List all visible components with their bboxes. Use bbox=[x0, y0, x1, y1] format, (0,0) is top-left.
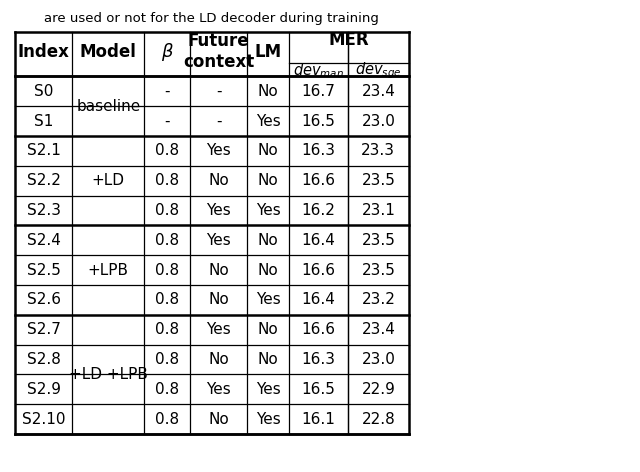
Text: No: No bbox=[258, 173, 278, 188]
Text: 16.2: 16.2 bbox=[301, 203, 335, 218]
Text: 23.5: 23.5 bbox=[362, 233, 396, 248]
Text: No: No bbox=[209, 173, 229, 188]
Text: 16.6: 16.6 bbox=[301, 262, 335, 278]
Text: 16.4: 16.4 bbox=[301, 293, 335, 307]
Text: Yes: Yes bbox=[256, 114, 280, 129]
Text: 22.8: 22.8 bbox=[362, 412, 395, 427]
Text: S2.3: S2.3 bbox=[27, 203, 61, 218]
Text: -: - bbox=[164, 114, 170, 129]
Text: 23.4: 23.4 bbox=[362, 84, 396, 99]
Text: No: No bbox=[258, 262, 278, 278]
Text: Yes: Yes bbox=[206, 143, 231, 159]
Text: S2.10: S2.10 bbox=[22, 412, 65, 427]
Text: Yes: Yes bbox=[206, 322, 231, 337]
Text: 16.6: 16.6 bbox=[301, 322, 335, 337]
Text: $\beta$: $\beta$ bbox=[161, 41, 174, 63]
Text: S2.2: S2.2 bbox=[27, 173, 61, 188]
Text: 23.4: 23.4 bbox=[362, 322, 396, 337]
Text: $dev_\mathregular{sge}$: $dev_\mathregular{sge}$ bbox=[355, 60, 402, 81]
Text: 0.8: 0.8 bbox=[156, 322, 179, 337]
Text: S2.7: S2.7 bbox=[27, 322, 61, 337]
Text: -: - bbox=[216, 114, 221, 129]
Text: are used or not for the LD decoder during training: are used or not for the LD decoder durin… bbox=[44, 12, 380, 25]
Text: -: - bbox=[216, 84, 221, 99]
Text: S2.6: S2.6 bbox=[27, 293, 61, 307]
Text: 16.3: 16.3 bbox=[301, 352, 335, 367]
Text: 23.5: 23.5 bbox=[362, 173, 396, 188]
Text: 0.8: 0.8 bbox=[156, 233, 179, 248]
Text: Yes: Yes bbox=[256, 203, 280, 218]
Text: 16.4: 16.4 bbox=[301, 233, 335, 248]
Text: Yes: Yes bbox=[206, 382, 231, 397]
Text: S2.5: S2.5 bbox=[27, 262, 61, 278]
Text: 16.5: 16.5 bbox=[301, 382, 335, 397]
Text: S1: S1 bbox=[34, 114, 53, 129]
Text: Index: Index bbox=[18, 42, 70, 60]
Text: +LPB: +LPB bbox=[88, 262, 129, 278]
Text: MER: MER bbox=[329, 31, 369, 50]
Text: No: No bbox=[209, 293, 229, 307]
Text: No: No bbox=[209, 412, 229, 427]
Text: 0.8: 0.8 bbox=[156, 412, 179, 427]
Text: Model: Model bbox=[80, 42, 137, 60]
Text: 23.1: 23.1 bbox=[362, 203, 396, 218]
Text: 0.8: 0.8 bbox=[156, 382, 179, 397]
Text: 16.6: 16.6 bbox=[301, 173, 335, 188]
Text: 23.3: 23.3 bbox=[362, 143, 396, 159]
Text: 0.8: 0.8 bbox=[156, 352, 179, 367]
Text: No: No bbox=[258, 84, 278, 99]
Text: 0.8: 0.8 bbox=[156, 173, 179, 188]
Text: LM: LM bbox=[255, 42, 282, 60]
Text: S2.4: S2.4 bbox=[27, 233, 61, 248]
Text: 0.8: 0.8 bbox=[156, 262, 179, 278]
Text: baseline: baseline bbox=[76, 99, 140, 114]
Text: 23.0: 23.0 bbox=[362, 114, 396, 129]
Text: No: No bbox=[209, 352, 229, 367]
Text: +LD +LPB: +LD +LPB bbox=[69, 367, 148, 382]
Text: S2.9: S2.9 bbox=[27, 382, 61, 397]
Text: No: No bbox=[258, 143, 278, 159]
Text: 16.5: 16.5 bbox=[301, 114, 335, 129]
Text: -: - bbox=[164, 84, 170, 99]
Text: 23.0: 23.0 bbox=[362, 352, 396, 367]
Text: $dev_\mathregular{man}$: $dev_\mathregular{man}$ bbox=[293, 61, 344, 80]
Text: S0: S0 bbox=[34, 84, 53, 99]
Text: 16.1: 16.1 bbox=[301, 412, 335, 427]
Text: 16.3: 16.3 bbox=[301, 143, 335, 159]
Text: 16.7: 16.7 bbox=[301, 84, 335, 99]
Text: Future
context: Future context bbox=[183, 32, 254, 71]
Text: S2.1: S2.1 bbox=[27, 143, 61, 159]
Text: No: No bbox=[258, 352, 278, 367]
Text: No: No bbox=[258, 233, 278, 248]
Text: No: No bbox=[209, 262, 229, 278]
Text: 22.9: 22.9 bbox=[362, 382, 396, 397]
Text: Yes: Yes bbox=[256, 382, 280, 397]
Text: S2.8: S2.8 bbox=[27, 352, 61, 367]
Text: 0.8: 0.8 bbox=[156, 203, 179, 218]
Text: 0.8: 0.8 bbox=[156, 293, 179, 307]
Text: No: No bbox=[258, 322, 278, 337]
Text: Yes: Yes bbox=[206, 203, 231, 218]
Text: Yes: Yes bbox=[256, 412, 280, 427]
Text: Yes: Yes bbox=[256, 293, 280, 307]
Text: Yes: Yes bbox=[206, 233, 231, 248]
Text: +LD: +LD bbox=[92, 173, 125, 188]
Text: 23.5: 23.5 bbox=[362, 262, 396, 278]
Text: 0.8: 0.8 bbox=[156, 143, 179, 159]
Text: 23.2: 23.2 bbox=[362, 293, 396, 307]
